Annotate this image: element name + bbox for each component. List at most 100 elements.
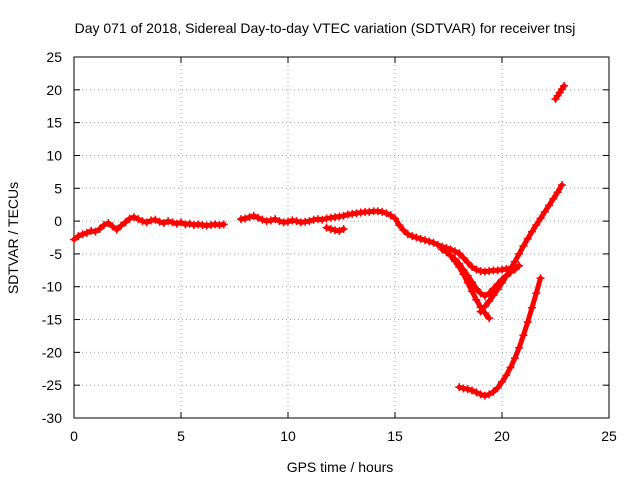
y-tick-label: -25 (42, 377, 62, 393)
data-point (416, 234, 425, 243)
data-point (399, 226, 408, 235)
data-point (254, 213, 263, 222)
data-point (95, 224, 104, 233)
data-point (74, 232, 83, 241)
data-point (560, 81, 569, 90)
data-point (382, 209, 391, 218)
data-point (463, 258, 472, 267)
data-point (510, 354, 519, 363)
data-point (168, 218, 177, 227)
data-point (489, 291, 498, 300)
data-point (476, 307, 485, 316)
data-point (510, 257, 519, 266)
data-point (219, 220, 228, 229)
data-point (485, 390, 494, 399)
data-point (339, 211, 348, 220)
data-point (339, 224, 348, 233)
data-point (468, 263, 477, 272)
data-point (476, 390, 485, 399)
data-point (177, 218, 185, 227)
data-point (433, 240, 442, 249)
data-point (142, 218, 151, 227)
data-point (108, 222, 117, 231)
data-point (245, 213, 254, 222)
x-tick-label: 0 (70, 428, 78, 444)
data-point (472, 265, 481, 274)
data-point (386, 211, 395, 220)
data-point (391, 214, 399, 223)
data-point (78, 230, 87, 239)
data-point (532, 289, 541, 298)
x-tick-label: 15 (387, 428, 403, 444)
x-tick-label: 5 (177, 428, 185, 444)
data-point (438, 245, 447, 254)
data-point (506, 363, 515, 372)
data-point (485, 297, 494, 306)
data-point (429, 238, 438, 247)
data-point (151, 215, 160, 224)
data-point (549, 194, 558, 203)
data-point (172, 219, 181, 228)
y-axis-label: SDTVAR / TECUs (5, 182, 21, 294)
data-point (523, 234, 532, 243)
y-tick-label: -10 (42, 279, 62, 295)
x-axis-label: GPS time / hours (287, 459, 394, 475)
data-point (502, 272, 511, 281)
data-point (459, 270, 468, 279)
data-point (485, 314, 494, 323)
data-point (480, 391, 489, 400)
series-main-track-2 (236, 207, 464, 258)
grid (74, 57, 609, 418)
series-top-segment (551, 81, 569, 104)
data-point (527, 303, 536, 312)
data-point (468, 386, 477, 395)
y-tick-label: 25 (46, 49, 62, 65)
data-point (506, 265, 515, 274)
data-point (498, 377, 506, 386)
data-point (536, 214, 545, 223)
x-tick-label: 20 (494, 428, 510, 444)
data-point (104, 219, 113, 228)
data-point (134, 215, 143, 224)
chart-title: Day 071 of 2018, Sidereal Day-to-day VTE… (75, 20, 576, 36)
data-point (459, 253, 468, 262)
data-point (480, 302, 489, 311)
data-point (70, 235, 78, 244)
series-main-track (70, 213, 228, 244)
x-tick-label: 25 (601, 428, 617, 444)
data-point (420, 236, 429, 245)
series-dip-segment (322, 223, 348, 235)
data-point (425, 237, 434, 246)
data-point (138, 217, 147, 226)
data-points (70, 81, 569, 400)
data-point (515, 249, 524, 258)
data-point (326, 224, 335, 233)
y-tick-label: 0 (54, 213, 62, 229)
data-point (472, 295, 481, 304)
data-point (468, 287, 477, 296)
data-point (498, 278, 506, 287)
data-point (446, 251, 455, 260)
data-point (455, 249, 464, 258)
y-tick-label: -30 (42, 410, 62, 426)
data-point (450, 247, 459, 256)
data-point (305, 217, 314, 226)
data-point (527, 227, 536, 236)
data-point (185, 219, 194, 228)
data-point (480, 291, 489, 300)
data-point (540, 207, 549, 216)
data-point (523, 318, 532, 327)
data-point (284, 217, 292, 226)
data-point (241, 214, 250, 223)
data-point (553, 188, 562, 197)
data-point (412, 233, 421, 242)
y-tick-label: -20 (42, 344, 62, 360)
data-point (515, 343, 524, 352)
data-point (502, 371, 511, 380)
data-point (476, 289, 485, 298)
data-point (125, 214, 134, 223)
data-point (489, 387, 498, 396)
data-point (472, 284, 481, 293)
data-point (121, 218, 130, 227)
